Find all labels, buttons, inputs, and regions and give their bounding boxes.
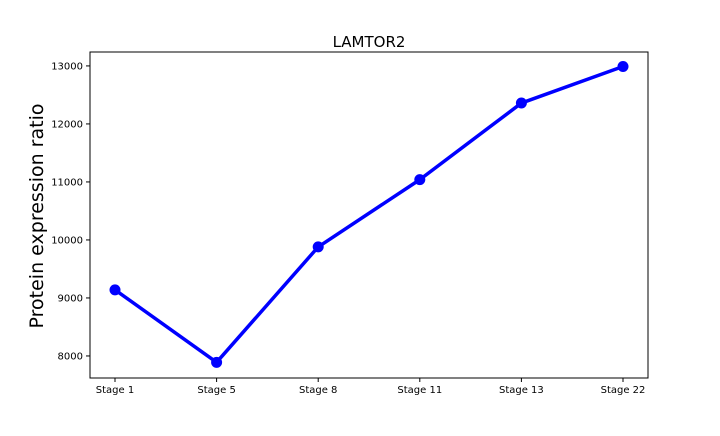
x-tick-label: Stage 1: [96, 385, 134, 396]
chart-title: LAMTOR2: [333, 33, 406, 51]
y-tick-label: 12000: [51, 119, 83, 130]
plot-frame: [89, 51, 649, 379]
y-axis-label: Protein expression ratio: [26, 104, 48, 329]
y-tick-label: 9000: [58, 293, 83, 304]
y-tick-label: 8000: [58, 351, 83, 362]
plot-area: 8000 9000 10000 11000 12000 13000 Stage 1 Stage…: [51, 51, 649, 396]
x-tick-label: Stage 8: [299, 385, 337, 396]
data-point: [312, 241, 324, 253]
data-point: [414, 174, 426, 186]
x-tick-label: Stage 5: [197, 385, 235, 396]
x-tick-label: Stage 11: [397, 385, 442, 396]
y-tick-label: 11000: [51, 177, 83, 188]
data-point: [515, 97, 527, 109]
x-tick-label: Stage 13: [499, 385, 544, 396]
y-tick-label: 13000: [51, 61, 83, 72]
data-point: [211, 356, 223, 368]
data-point: [617, 61, 629, 73]
data-point: [109, 284, 121, 296]
y-tick-label: 10000: [51, 235, 83, 246]
x-tick-label: Stage 22: [601, 385, 646, 396]
series-line: [113, 64, 625, 365]
